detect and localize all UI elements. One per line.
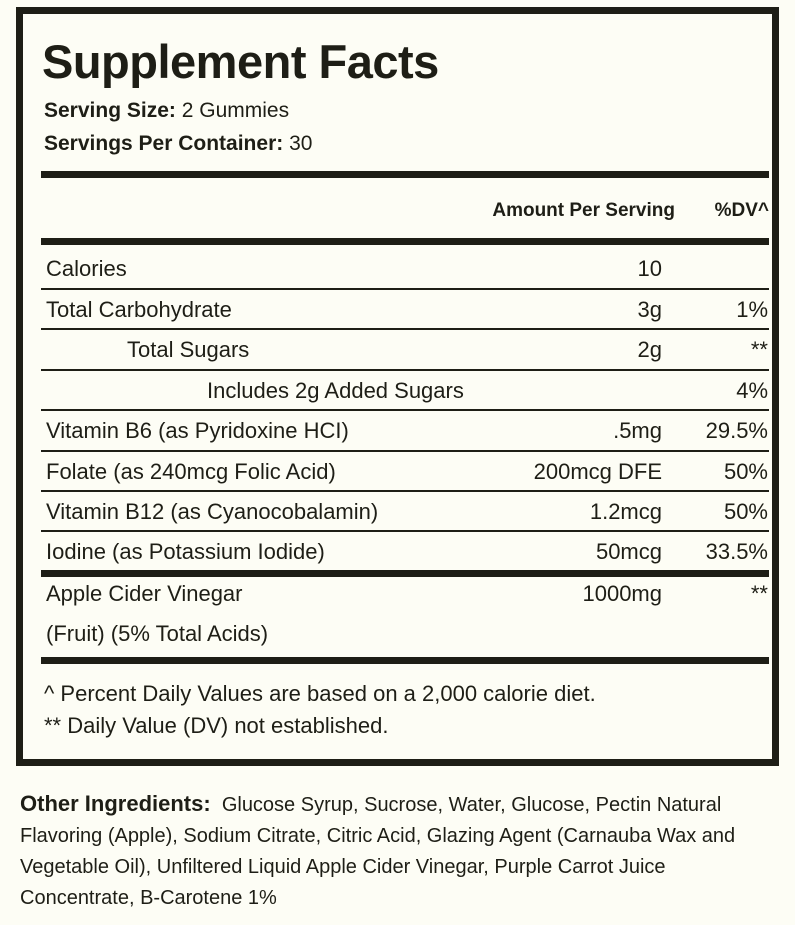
nutrient-name: Folate (as 240mcg Folic Acid)	[46, 459, 336, 484]
dv-header: %DV^	[714, 200, 769, 221]
nutrient-dv: 4%	[736, 378, 768, 403]
nutrient-amount: 2g	[637, 337, 662, 362]
nutrient-amount: 200mcg DFE	[533, 459, 662, 484]
supplement-facts-panel	[16, 7, 779, 766]
divider	[41, 288, 769, 290]
serving-size: Serving Size: 2 Gummies	[44, 99, 289, 123]
nutrient-row: Folate (as 240mcg Folic Acid) 200mcg DFE 5…	[41, 451, 769, 491]
other-ingredients: Other Ingredients: Glucose Syrup, Sucros…	[20, 788, 780, 914]
nutrient-dv: 50%	[723, 459, 768, 484]
serving-size-value: 2 Gummies	[181, 99, 290, 122]
nutrient-dv: 33.5%	[705, 539, 768, 564]
nutrient-row: Total Carbohydrate 3g 1%	[41, 289, 769, 329]
divider	[41, 328, 769, 330]
nutrient-dv: 50%	[723, 499, 768, 524]
nutrient-amount: 50mcg	[595, 539, 662, 564]
nutrient-name: Total Sugars	[127, 337, 250, 362]
panel-title: Supplement Facts	[42, 35, 439, 88]
servings-value: 30	[289, 132, 313, 155]
nutrient-dv: 29.5%	[705, 418, 768, 443]
divider	[41, 409, 769, 411]
amount-header: Amount Per Serving	[492, 200, 675, 221]
nutrient-amount: 1.2mcg	[589, 499, 662, 524]
nutrient-amount: .5mg	[613, 418, 662, 443]
divider	[41, 530, 769, 532]
divider	[41, 570, 769, 577]
servings-per-container: Servings Per Container: 30	[44, 132, 312, 156]
nutrient-dv: **	[750, 337, 768, 362]
divider	[41, 369, 769, 371]
nutrient-dv: 1%	[736, 297, 768, 322]
acv-name: Apple Cider Vinegar	[46, 581, 243, 606]
other-ingredients-label: Other Ingredients:	[20, 791, 211, 816]
footnote-not-established: ** Daily Value (DV) not established.	[44, 713, 389, 738]
acv-name-detail: (Fruit) (5% Total Acids)	[46, 621, 269, 646]
servings-label: Servings Per Container:	[44, 132, 284, 155]
nutrient-row: Vitamin B12 (as Cyanocobalamin) 1.2mcg 50%	[41, 491, 769, 531]
footnote-dv: ^ Percent Daily Values are based on a 2,…	[44, 681, 596, 706]
nutrient-name: Total Carbohydrate	[46, 297, 232, 322]
nutrient-row: Includes 2g Added Sugars 4%	[41, 370, 769, 410]
nutrient-amount: 10	[637, 256, 662, 281]
nutrient-row: Iodine (as Potassium Iodide) 50mcg 33.5%	[41, 531, 769, 571]
divider	[41, 657, 769, 664]
nutrient-name: Includes 2g Added Sugars	[207, 378, 464, 403]
divider	[41, 450, 769, 452]
nutrient-name: Iodine (as Potassium Iodide)	[46, 539, 325, 564]
divider	[41, 490, 769, 492]
acv-row: Apple Cider Vinegar (Fruit) (5% Total Ac…	[41, 573, 769, 653]
serving-size-label: Serving Size:	[44, 99, 176, 122]
acv-amount: 1000mg	[582, 581, 662, 606]
nutrient-name: Calories	[46, 256, 127, 281]
nutrient-row: Vitamin B6 (as Pyridoxine HCI) .5mg 29.5%	[41, 410, 769, 450]
divider	[41, 171, 769, 178]
divider	[41, 238, 769, 245]
nutrient-amount: 3g	[637, 297, 662, 322]
acv-dv: **	[750, 581, 768, 606]
other-ingredients-text: Glucose Syrup, Sucrose, Water, Glucose, …	[20, 794, 736, 909]
nutrient-row: Calories 10	[41, 248, 769, 288]
nutrient-name: Vitamin B6 (as Pyridoxine HCI)	[46, 418, 349, 443]
nutrient-row: Total Sugars 2g **	[41, 329, 769, 369]
nutrient-name: Vitamin B12 (as Cyanocobalamin)	[46, 499, 379, 524]
